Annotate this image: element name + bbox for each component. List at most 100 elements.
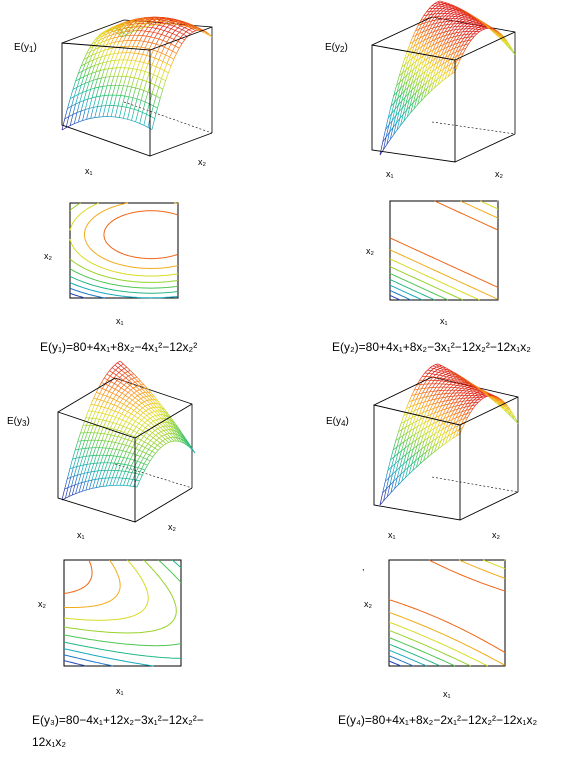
mesh-line [410, 69, 414, 79]
mesh-line [435, 364, 440, 367]
mesh-line [386, 132, 390, 145]
mesh-line [441, 418, 445, 425]
mesh-line [147, 391, 152, 397]
mesh-line [478, 399, 482, 403]
mesh-line [154, 108, 158, 119]
mesh-line [471, 393, 475, 396]
mesh-line [457, 38, 461, 44]
mesh-line [461, 418, 465, 424]
mesh-line [120, 463, 125, 465]
contour-plot-3 [63, 559, 182, 667]
mesh-line [109, 392, 113, 398]
mesh-line [151, 84, 156, 95]
mesh-line [402, 109, 407, 115]
mesh-line [79, 456, 83, 458]
mesh-line [449, 33, 453, 39]
mesh-line [142, 79, 147, 82]
mesh-line [131, 465, 135, 468]
mesh-line [415, 83, 420, 93]
mesh-line [389, 134, 394, 140]
mesh-line [415, 82, 420, 87]
mesh-line [448, 433, 453, 442]
mesh-line [117, 456, 121, 464]
mesh-line [477, 397, 481, 401]
mesh-line [147, 419, 152, 424]
mesh-line [432, 63, 436, 72]
mesh-line [440, 10, 444, 14]
mesh-line [129, 447, 133, 453]
mesh-line [455, 31, 460, 34]
mesh-line [151, 445, 155, 449]
mesh-line [157, 414, 162, 419]
z-axis-label-3: E(y3) [7, 416, 30, 428]
mesh-line [440, 400, 444, 403]
contour-line [388, 660, 402, 667]
mesh-line [125, 22, 131, 26]
mesh-line [125, 417, 129, 422]
mesh-line [147, 26, 153, 29]
mesh-line [127, 434, 132, 441]
mesh-line [162, 411, 167, 416]
mesh-line [176, 431, 181, 437]
mesh-line [423, 82, 427, 92]
mesh-line [433, 30, 438, 32]
mesh-line [170, 426, 175, 431]
mesh-line [162, 25, 168, 28]
mesh-line [469, 20, 473, 23]
mesh-line [93, 425, 98, 433]
box-edge [454, 31, 516, 61]
mesh-line [467, 16, 472, 19]
mesh-line [429, 390, 434, 393]
mesh-line [157, 442, 161, 446]
mesh-line [395, 460, 400, 471]
mesh-line [422, 76, 426, 81]
mesh-line [463, 413, 468, 419]
mesh-line [169, 56, 174, 60]
mesh-line [180, 438, 185, 444]
mesh-line [432, 417, 437, 424]
mesh-line [439, 21, 443, 27]
contour-x1-label-3: x₁ [116, 686, 124, 696]
mesh-line [78, 482, 82, 485]
mesh-line [467, 412, 471, 418]
mesh-line [447, 370, 452, 374]
mesh-line [418, 23, 422, 30]
mesh-line [127, 464, 132, 467]
mesh-line [404, 87, 409, 98]
mesh-line [103, 400, 108, 403]
mesh-line [108, 434, 112, 442]
surface-mesh-2 [379, 0, 516, 156]
mesh-line [122, 450, 127, 453]
mesh-line [395, 104, 399, 117]
mesh-line [447, 378, 452, 381]
mesh-line [130, 30, 135, 34]
mesh-line [112, 372, 117, 376]
mesh-line [454, 43, 459, 49]
mesh-line [104, 383, 109, 386]
mesh-line [462, 11, 467, 14]
mesh-line [463, 37, 468, 39]
mesh-line [154, 51, 158, 59]
contour-line [69, 292, 86, 299]
mesh-line [133, 386, 137, 389]
mesh-line [153, 95, 157, 106]
mesh-line [150, 115, 155, 119]
mesh-line [408, 58, 413, 67]
mesh-line [85, 447, 90, 457]
mesh-line [443, 46, 448, 50]
mesh-line [159, 61, 164, 69]
mesh-line [427, 369, 432, 372]
mesh-line [191, 27, 196, 30]
mesh-line [101, 95, 105, 107]
mesh-line [155, 43, 161, 46]
mesh-line [92, 411, 96, 419]
mesh-line [140, 398, 145, 402]
mesh-line [475, 29, 480, 32]
mesh-line [119, 396, 123, 400]
mesh-line [166, 24, 170, 28]
mesh-line [142, 407, 147, 411]
mesh-line [390, 449, 394, 460]
mesh-line [463, 400, 467, 405]
mesh-line [128, 471, 133, 473]
mesh-line [415, 29, 420, 36]
